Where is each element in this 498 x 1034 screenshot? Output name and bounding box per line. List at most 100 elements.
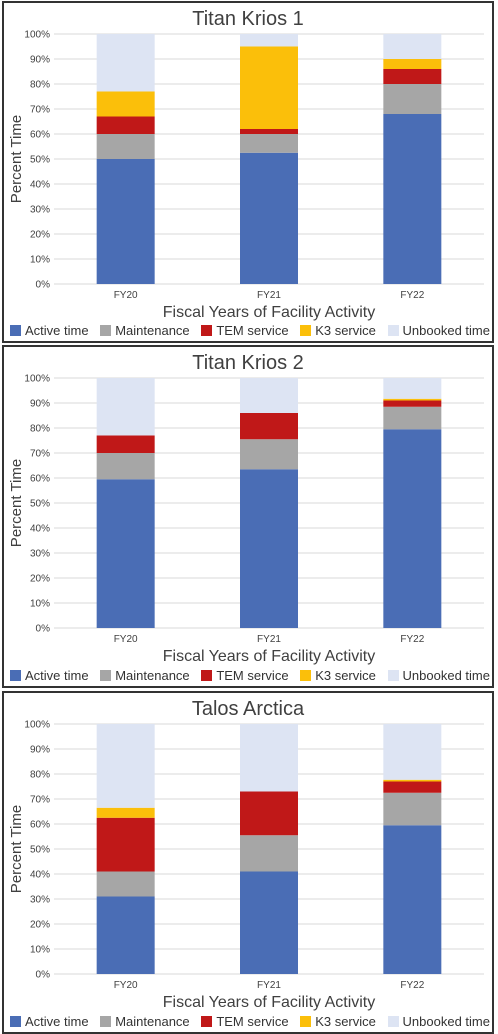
y-tick-label: 90% <box>30 745 50 756</box>
bar-segment-active-fy21 <box>240 469 298 628</box>
y-tick-label: 80% <box>30 424 50 435</box>
x-tick-label: FY20 <box>114 980 138 991</box>
legend-item-active: Active time <box>10 668 89 683</box>
chart-svg: Titan Krios 2 0% 10% 20% 30% 40% 50% 60% 70% 80% 9… <box>8 352 484 665</box>
legend-swatch <box>387 1015 399 1027</box>
bar-segment-maintenance-fy22 <box>383 406 442 430</box>
bar-segment-unbooked-fy21 <box>240 378 298 413</box>
chart-title: Titan Krios 1 <box>192 8 304 30</box>
bar-segment-active-fy22 <box>383 114 442 284</box>
y-tick-label: 60% <box>30 474 50 485</box>
bar-segment-active-fy20 <box>96 479 155 628</box>
chart-legend: Active time Maintenance TEM service K3 serv… <box>10 1012 490 1030</box>
legend-item-unbooked: Unbooked time <box>387 668 490 683</box>
bar-segment-maintenance-fy21 <box>240 134 298 153</box>
x-tick-label: FY21 <box>257 980 281 991</box>
bar-segment-active-fy22 <box>383 825 442 974</box>
chart-svg: Titan Krios 1 0% 10% 20% 30% 40% 50% 60% 70% 80% 9… <box>8 8 484 321</box>
y-tick-label: 90% <box>30 399 50 410</box>
y-tick-label: 80% <box>30 80 50 91</box>
bar-segment-unbooked-fy20 <box>96 724 155 808</box>
bar-segment-maintenance-fy20 <box>96 134 155 159</box>
bar-segment-k3-fy20 <box>96 91 155 117</box>
y-tick-label: 70% <box>30 105 50 116</box>
bar-segment-k3-fy22 <box>383 398 442 401</box>
legend-swatch <box>300 324 312 336</box>
legend-item-tem: TEM service <box>201 323 289 338</box>
legend-label: K3 service <box>315 667 376 683</box>
bar-segment-tem-fy20 <box>96 817 155 872</box>
bar-segment-k3-fy20 <box>96 807 155 818</box>
legend-item-tem: TEM service <box>201 667 289 683</box>
y-tick-label: 0% <box>36 624 51 635</box>
bar-segment-tem-fy21 <box>240 413 298 440</box>
legend-swatch <box>300 1015 312 1027</box>
chart-panel-titan-krios-2: Titan Krios 2 0% 10% 20% 30% 40% 50% 60% 70% 80% 9… <box>2 345 494 688</box>
y-axis-label: Percent Time <box>8 805 25 893</box>
legend-label: Maintenance <box>115 1013 190 1029</box>
bar-segment-unbooked-fy20 <box>96 378 155 436</box>
x-tick-label: FY22 <box>400 290 424 301</box>
legend-swatch <box>100 324 112 336</box>
x-tick-label: FY20 <box>114 634 138 645</box>
legend-label: Unbooked time <box>402 1013 490 1029</box>
bar-segment-k3-fy22 <box>383 59 442 69</box>
bar-segment-tem-fy21 <box>240 129 298 134</box>
bar-segment-active-fy20 <box>96 159 155 284</box>
bar-segment-tem-fy22 <box>383 400 442 407</box>
bar-segment-active-fy21 <box>240 871 298 974</box>
legend-swatch <box>201 669 213 681</box>
bar-segment-k3-fy22 <box>383 779 442 782</box>
legend-label: Active time <box>25 1013 89 1029</box>
legend-swatch <box>100 1015 112 1027</box>
legend-item-k3: K3 service <box>300 1014 376 1029</box>
legend-swatch <box>387 669 399 681</box>
bar-segment-unbooked-fy22 <box>383 724 442 780</box>
y-tick-label: 50% <box>30 845 50 856</box>
y-tick-label: 60% <box>30 820 50 831</box>
legend-item-maintenance: Maintenance <box>100 323 190 338</box>
chart-panel-titan-krios-1: Titan Krios 1 0% 10% 20% 30% 40% 50% 60% 70% 80% 9… <box>2 1 494 343</box>
y-tick-label: 50% <box>30 155 50 166</box>
legend-label: K3 service <box>315 322 376 338</box>
legend-item-k3: K3 service <box>300 323 376 338</box>
x-axis-label: Fiscal Years of Facility Activity <box>163 304 376 321</box>
y-tick-label: 30% <box>30 205 50 216</box>
bar-segment-k3-fy21 <box>240 46 298 129</box>
y-tick-label: 100% <box>24 720 50 731</box>
x-axis-label: Fiscal Years of Facility Activity <box>163 648 376 665</box>
bar-segment-maintenance-fy20 <box>96 871 155 897</box>
bar-segment-unbooked-fy22 <box>383 378 442 399</box>
bar-segment-active-fy20 <box>96 896 155 974</box>
chart-title: Titan Krios 2 <box>192 352 304 374</box>
chart-title: Talos Arctica <box>192 698 305 720</box>
y-tick-label: 20% <box>30 230 50 241</box>
legend-swatch <box>10 669 21 681</box>
y-tick-label: 100% <box>24 30 50 41</box>
legend-label: Maintenance <box>115 667 190 683</box>
chart-legend: Active time Maintenance TEM service K3 serv… <box>10 321 490 339</box>
y-tick-label: 50% <box>30 499 50 510</box>
y-tick-label: 20% <box>30 574 50 585</box>
legend-label: TEM service <box>216 667 289 683</box>
bar-segment-unbooked-fy22 <box>383 34 442 59</box>
x-tick-label: FY22 <box>400 980 424 991</box>
bar-segment-tem-fy21 <box>240 791 298 836</box>
y-tick-label: 0% <box>36 280 51 291</box>
legend-item-unbooked: Unbooked time <box>387 323 490 338</box>
legend-label: K3 service <box>315 1013 376 1029</box>
y-tick-label: 30% <box>30 549 50 560</box>
y-tick-label: 60% <box>30 130 50 141</box>
y-tick-label: 90% <box>30 55 50 66</box>
x-tick-label: FY20 <box>114 290 138 301</box>
legend-item-active: Active time <box>10 1014 89 1029</box>
legend-swatch <box>201 1015 213 1027</box>
y-tick-label: 70% <box>30 795 50 806</box>
legend-swatch <box>100 669 112 681</box>
legend-swatch <box>10 1015 21 1027</box>
legend-item-maintenance: Maintenance <box>100 1013 190 1029</box>
chart-legend: Active time Maintenance TEM service K3 serv… <box>10 666 490 684</box>
y-tick-label: 70% <box>30 449 50 460</box>
bar-segment-unbooked-fy21 <box>240 724 298 792</box>
x-tick-label: FY21 <box>257 290 281 301</box>
